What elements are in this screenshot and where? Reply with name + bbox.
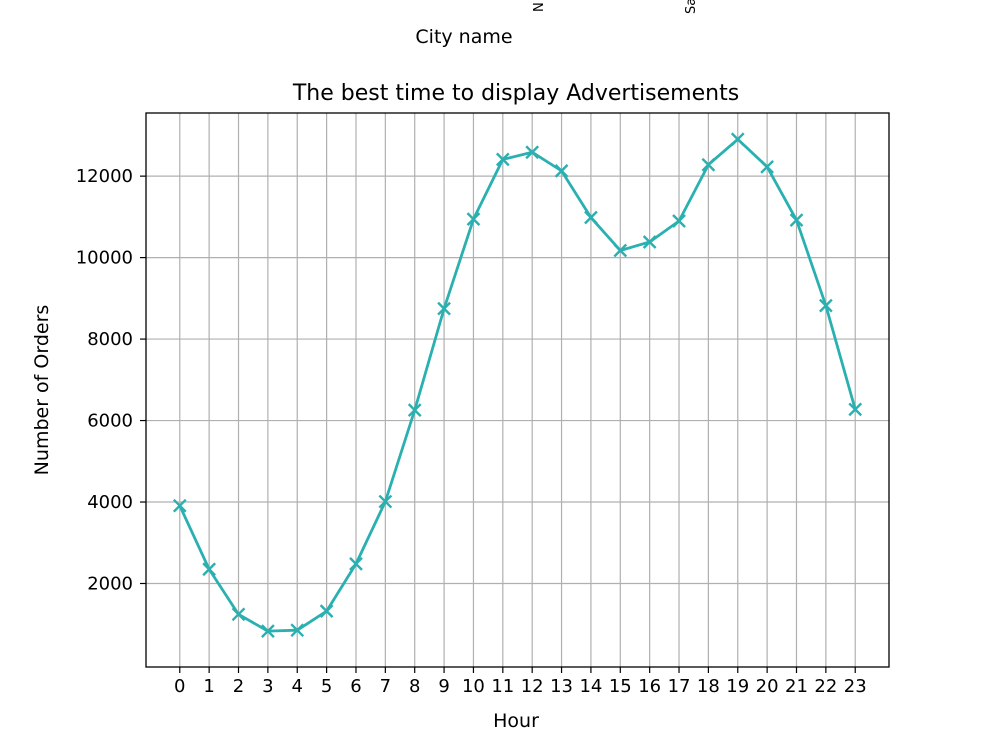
x-tick-label: 8 [409, 676, 420, 697]
x-tick-label: 5 [321, 676, 332, 697]
data-point-marker [701, 157, 716, 172]
x-tick-label: 14 [579, 676, 602, 697]
series-orders [172, 132, 863, 638]
plot-frame [145, 112, 890, 668]
data-point-marker [437, 301, 451, 316]
data-point-marker [495, 152, 510, 167]
x-tick-label: 10 [462, 676, 485, 697]
data-point-marker [349, 557, 363, 571]
y-tick-label: 4000 [87, 492, 133, 513]
x-tick-label: 4 [292, 676, 303, 697]
data-point-marker [378, 494, 393, 509]
x-tick-label: 17 [668, 676, 691, 697]
previous-tick-fragment-2: Sa [684, 0, 699, 14]
x-tick-label: 11 [491, 676, 514, 697]
y-tick-label: 6000 [87, 411, 133, 432]
axis-ticks: 0 1 2 3 4 5 6 7 8 9 10 11 12 13 14 15 16 17 18 19 20 21 22 2320… [76, 166, 867, 697]
x-tick-label: 0 [174, 676, 185, 697]
y-tick-label: 2000 [87, 573, 133, 594]
x-tick-label: 13 [550, 676, 573, 697]
previous-x-axis-label: City name [415, 26, 512, 48]
data-point-marker [525, 145, 540, 160]
data-point-marker [554, 164, 569, 178]
chart-title: The best time to display Advertisements [292, 81, 739, 106]
x-tick-label: 12 [521, 676, 544, 697]
data-point-marker [819, 298, 833, 313]
x-tick-label: 3 [262, 676, 273, 697]
data-point-marker [730, 132, 745, 147]
series-line [178, 137, 857, 633]
y-tick-label: 10000 [76, 248, 133, 269]
data-point-marker [290, 623, 305, 638]
x-tick-label: 23 [844, 676, 867, 697]
data-point-marker [172, 498, 187, 513]
data-point-marker [466, 212, 481, 227]
data-point-marker [231, 607, 246, 622]
previous-tick-fragment-1: N [532, 2, 547, 12]
data-point-marker [202, 562, 216, 577]
data-point-marker [613, 243, 628, 258]
x-tick-label: 19 [726, 676, 749, 697]
x-tick-label: 6 [350, 676, 361, 697]
x-tick-label: 2 [233, 676, 244, 697]
data-point-marker [407, 403, 422, 417]
data-point-marker [760, 160, 774, 174]
data-point-marker [584, 210, 598, 225]
y-tick-label: 8000 [87, 329, 133, 350]
x-tick-label: 9 [438, 676, 449, 697]
x-tick-label: 22 [814, 676, 837, 697]
grid [146, 113, 889, 667]
x-axis-label: Hour [493, 710, 539, 729]
data-point-marker [848, 402, 863, 417]
x-tick-label: 1 [203, 676, 214, 697]
data-point-marker [261, 624, 275, 638]
x-tick-label: 18 [697, 676, 720, 697]
y-tick-label: 12000 [76, 166, 133, 187]
data-point-marker [319, 604, 334, 619]
data-point-marker [672, 214, 686, 228]
previous-figure-fragment: N Sa City name [415, 0, 699, 48]
x-tick-label: 21 [785, 676, 808, 697]
x-tick-label: 15 [609, 676, 632, 697]
x-tick-label: 16 [638, 676, 661, 697]
data-point-marker [789, 213, 804, 227]
x-tick-label: 7 [380, 676, 391, 697]
x-tick-label: 20 [756, 676, 779, 697]
y-axis-label: Number of Orders [31, 305, 53, 476]
data-point-marker [642, 235, 657, 249]
